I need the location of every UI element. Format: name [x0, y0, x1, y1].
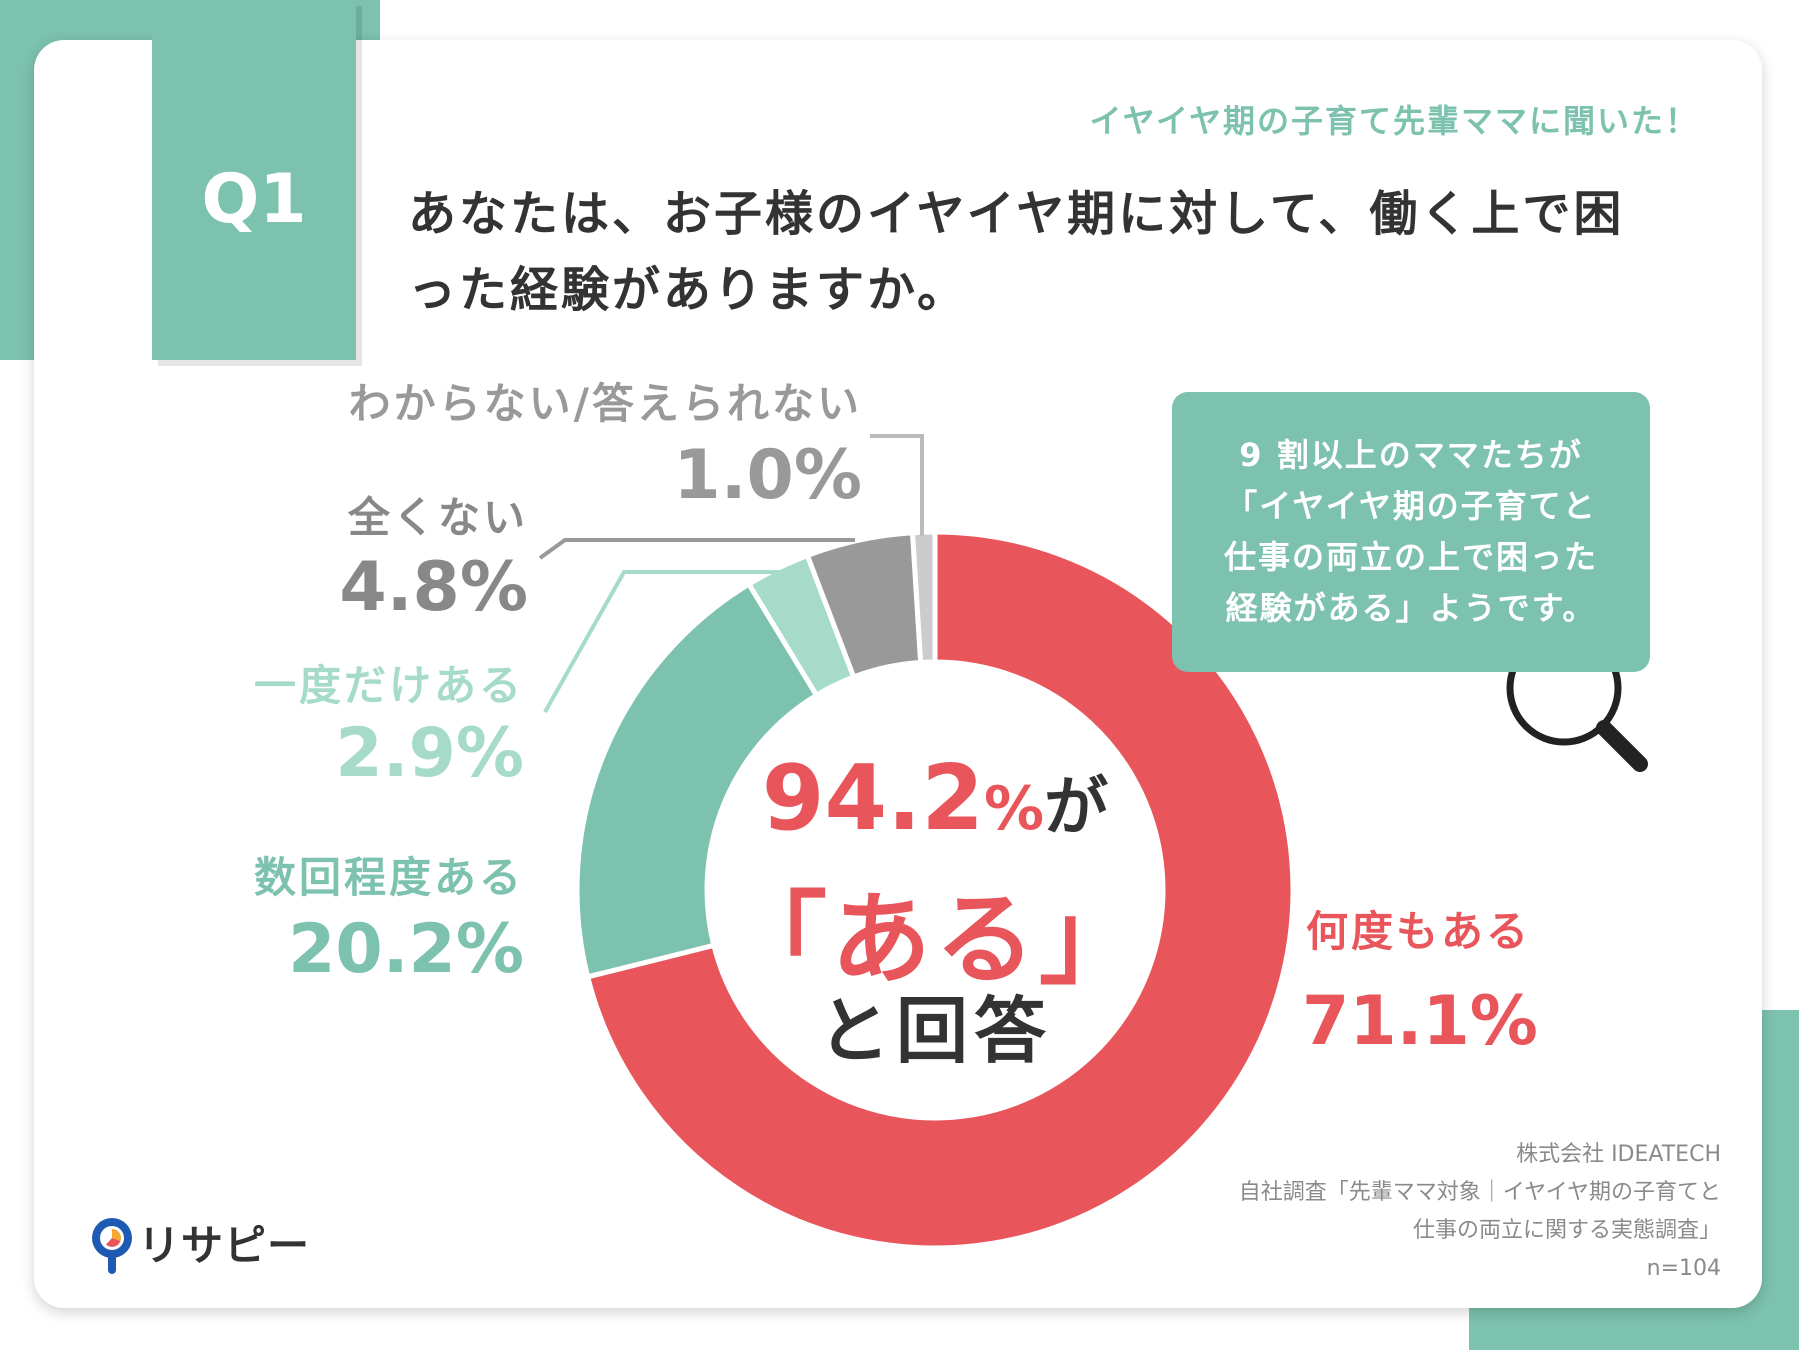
center-percent-unit: %: [983, 774, 1045, 844]
label-nandomo-name: 何度もある: [1306, 907, 1531, 956]
callout-line: 仕事の両立の上で困った: [1223, 538, 1598, 576]
callout-box: [1172, 392, 1650, 672]
center-summary-quote: 「ある」: [727, 881, 1143, 998]
leader-line-wakaranai: [870, 434, 924, 536]
question-number-badge: [152, 0, 356, 360]
donut-slice-0: [584, 529, 1296, 1251]
center-percent-number: 94.2: [761, 746, 984, 851]
survey-subtitle: イヤイヤ期の子育て先輩ママに聞いた！: [1089, 102, 1699, 140]
sample-size: n=104: [1646, 1256, 1721, 1281]
label-nandomo-value: 71.1%: [1302, 982, 1538, 1061]
callout-text: 9 割以上のママたちが 「イヤイヤ期の子育てと 仕事の両立の上で困った 経験があ…: [1172, 430, 1650, 634]
callout-line: 9 割以上のママたちが: [1239, 436, 1583, 474]
leader-line-ichido: [543, 570, 788, 713]
label-ichido-name: 一度だけある: [254, 661, 524, 710]
label-suukai-value: 20.2%: [288, 910, 524, 989]
label-wakaranai-value: 1.0%: [673, 436, 862, 515]
source-line-2: 仕事の両立に関する実態調査」: [1412, 1218, 1721, 1243]
center-summary-answer: と回答: [817, 989, 1052, 1073]
pin-pie-logo-icon: [92, 1218, 132, 1274]
center-percent-suffix: が: [1044, 771, 1109, 845]
question-number: Q1: [201, 160, 307, 239]
center-summary-percent: 94.2%が: [720, 746, 1150, 851]
callout-line: 「イヤイヤ期の子育てと: [1225, 487, 1597, 525]
label-suukai-name: 数回程度ある: [254, 853, 524, 902]
label-mattakunai-value: 4.8%: [339, 548, 528, 627]
leader-line-mattakunai: [538, 538, 855, 560]
donut-slice-1: [574, 580, 820, 980]
callout-line: 経験がある」ようです。: [1225, 589, 1597, 627]
source-line-1: 自社調査「先輩ママ対象｜イヤイヤ期の子育てと: [1238, 1180, 1721, 1205]
label-mattakunai-name: 全くない: [347, 493, 528, 542]
label-wakaranai-name: わからない/答えられない: [349, 379, 862, 428]
brand-logo-text: リサピー: [138, 1221, 311, 1270]
source-company: 株式会社 IDEATECH: [1516, 1142, 1721, 1167]
source-note: 株式会社 IDEATECH 自社調査「先輩ママ対象｜イヤイヤ期の子育てと 仕事の…: [1239, 1136, 1721, 1288]
question-text: あなたは、お子様のイヤイヤ期に対して、働く上で困った経験がありますか。: [408, 186, 1625, 318]
label-ichido-value: 2.9%: [335, 714, 524, 793]
